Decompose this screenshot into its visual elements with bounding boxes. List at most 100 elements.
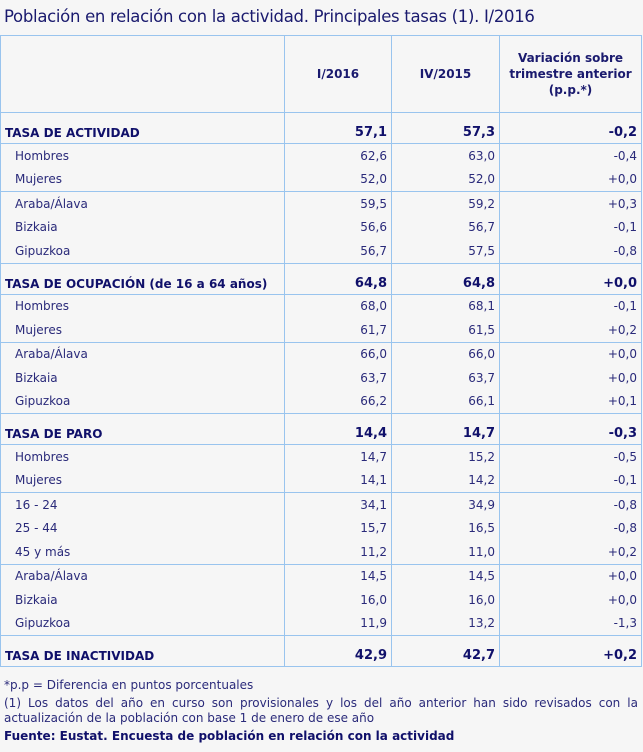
row-value-iv-2015: 61,5 [391, 318, 500, 343]
row-label: Bizkaia [0, 366, 285, 390]
row-value-iv-2015: 16,0 [391, 588, 500, 612]
section-row: TASA DE ACTIVIDAD 57,1 57,3 -0,2 [0, 112, 642, 144]
row-value-variation: +0,2 [499, 540, 642, 565]
notes: *p.p = Diferencia en puntos porcentuales… [4, 678, 638, 747]
table-row: Gipuzkoa 66,2 66,1 +0,1 [0, 389, 642, 414]
row-value-iv-2015: 16,5 [391, 516, 500, 540]
row-label: Araba/Álava [0, 342, 285, 366]
source-note: Fuente: Eustat. Encuesta de población en… [4, 729, 455, 743]
row-value-iv-2015: 59,2 [391, 191, 500, 216]
table-row: Araba/Álava 14,5 14,5 +0,0 [0, 564, 642, 588]
row-label: Mujeres [0, 318, 285, 343]
note-pp: *p.p = Diferencia en puntos porcentuales [4, 678, 254, 692]
row-label: Araba/Álava [0, 191, 285, 216]
row-value-iv-2015: 11,0 [391, 540, 500, 565]
row-value-variation: +0,0 [499, 588, 642, 612]
row-value-i-2016: 11,2 [284, 540, 392, 565]
row-value-variation: +0,1 [499, 389, 642, 414]
table-row: Araba/Álava 66,0 66,0 +0,0 [0, 342, 642, 366]
row-value-variation: -0,4 [499, 143, 642, 168]
table-row: Hombres 62,6 63,0 -0,4 [0, 143, 642, 168]
section-row: TASA DE INACTIVIDAD 42,9 42,7 +0,2 [0, 635, 642, 667]
row-value-i-2016: 68,0 [284, 294, 392, 318]
section-value-i-2016: 42,9 [284, 635, 392, 667]
row-value-i-2016: 16,0 [284, 588, 392, 612]
row-value-i-2016: 14,1 [284, 468, 392, 493]
row-value-i-2016: 63,7 [284, 366, 392, 390]
table-row: Hombres 68,0 68,1 -0,1 [0, 294, 642, 318]
row-label: Gipuzkoa [0, 611, 285, 636]
table-row: Gipuzkoa 11,9 13,2 -1,3 [0, 611, 642, 636]
section-value-i-2016: 64,8 [284, 263, 392, 295]
table-row: Mujeres 14,1 14,2 -0,1 [0, 468, 642, 493]
table-row: Gipuzkoa 56,7 57,5 -0,8 [0, 239, 642, 264]
row-value-i-2016: 11,9 [284, 611, 392, 636]
header-variation: Variación sobre trimestre anterior (p.p.… [499, 35, 642, 113]
section-value-iv-2015: 14,7 [391, 413, 500, 445]
table-row: Mujeres 61,7 61,5 +0,2 [0, 318, 642, 343]
table-row: 45 y más 11,2 11,0 +0,2 [0, 540, 642, 565]
row-value-iv-2015: 34,9 [391, 492, 500, 517]
row-value-iv-2015: 66,1 [391, 389, 500, 414]
row-label: Gipuzkoa [0, 389, 285, 414]
row-label: Mujeres [0, 468, 285, 493]
row-value-i-2016: 34,1 [284, 492, 392, 517]
row-value-iv-2015: 14,2 [391, 468, 500, 493]
row-value-iv-2015: 68,1 [391, 294, 500, 318]
row-value-variation: +0,0 [499, 342, 642, 366]
row-value-variation: +0,0 [499, 564, 642, 588]
row-value-i-2016: 66,0 [284, 342, 392, 366]
table-row: Bizkaia 56,6 56,7 -0,1 [0, 215, 642, 239]
row-value-iv-2015: 13,2 [391, 611, 500, 636]
section-value-variation: +0,2 [499, 635, 642, 667]
row-value-iv-2015: 52,0 [391, 167, 500, 192]
row-value-iv-2015: 15,2 [391, 444, 500, 469]
header-label [0, 35, 285, 113]
page-title: Población en relación con la actividad. … [4, 7, 535, 26]
row-value-variation: -0,8 [499, 239, 642, 264]
row-value-variation: -0,8 [499, 492, 642, 517]
table-row: 25 - 44 15,7 16,5 -0,8 [0, 516, 642, 540]
section-value-iv-2015: 57,3 [391, 112, 500, 144]
table-row: Hombres 14,7 15,2 -0,5 [0, 444, 642, 469]
header-i-2016: I/2016 [284, 35, 392, 113]
row-value-iv-2015: 14,5 [391, 564, 500, 588]
section-row: TASA DE PARO 14,4 14,7 -0,3 [0, 413, 642, 445]
row-value-iv-2015: 57,5 [391, 239, 500, 264]
row-value-variation: -0,1 [499, 215, 642, 239]
row-label: 45 y más [0, 540, 285, 565]
row-value-i-2016: 14,5 [284, 564, 392, 588]
row-value-variation: -0,1 [499, 468, 642, 493]
row-value-variation: -0,1 [499, 294, 642, 318]
section-value-variation: +0,0 [499, 263, 642, 295]
row-value-i-2016: 56,6 [284, 215, 392, 239]
row-label: 25 - 44 [0, 516, 285, 540]
section-label: TASA DE PARO [0, 413, 285, 445]
table-header-row: I/2016 IV/2015 Variación sobre trimestre… [0, 35, 642, 113]
row-value-i-2016: 56,7 [284, 239, 392, 264]
section-value-iv-2015: 42,7 [391, 635, 500, 667]
row-label: Hombres [0, 143, 285, 168]
section-value-variation: -0,3 [499, 413, 642, 445]
row-value-variation: +0,0 [499, 366, 642, 390]
table-row: Mujeres 52,0 52,0 +0,0 [0, 167, 642, 192]
section-value-iv-2015: 64,8 [391, 263, 500, 295]
row-label: Hombres [0, 294, 285, 318]
row-value-i-2016: 14,7 [284, 444, 392, 469]
section-label: TASA DE OCUPACIÓN (de 16 a 64 años) [0, 263, 285, 295]
rates-table: I/2016 IV/2015 Variación sobre trimestre… [0, 35, 642, 667]
row-value-iv-2015: 63,7 [391, 366, 500, 390]
row-value-i-2016: 61,7 [284, 318, 392, 343]
section-value-i-2016: 14,4 [284, 413, 392, 445]
row-value-i-2016: 62,6 [284, 143, 392, 168]
table-row: Araba/Álava 59,5 59,2 +0,3 [0, 191, 642, 216]
row-label: Araba/Álava [0, 564, 285, 588]
section-value-variation: -0,2 [499, 112, 642, 144]
row-value-iv-2015: 56,7 [391, 215, 500, 239]
row-value-variation: -1,3 [499, 611, 642, 636]
row-value-variation: +0,2 [499, 318, 642, 343]
row-value-variation: +0,3 [499, 191, 642, 216]
row-value-iv-2015: 63,0 [391, 143, 500, 168]
table-row: Bizkaia 16,0 16,0 +0,0 [0, 588, 642, 612]
row-label: Bizkaia [0, 215, 285, 239]
